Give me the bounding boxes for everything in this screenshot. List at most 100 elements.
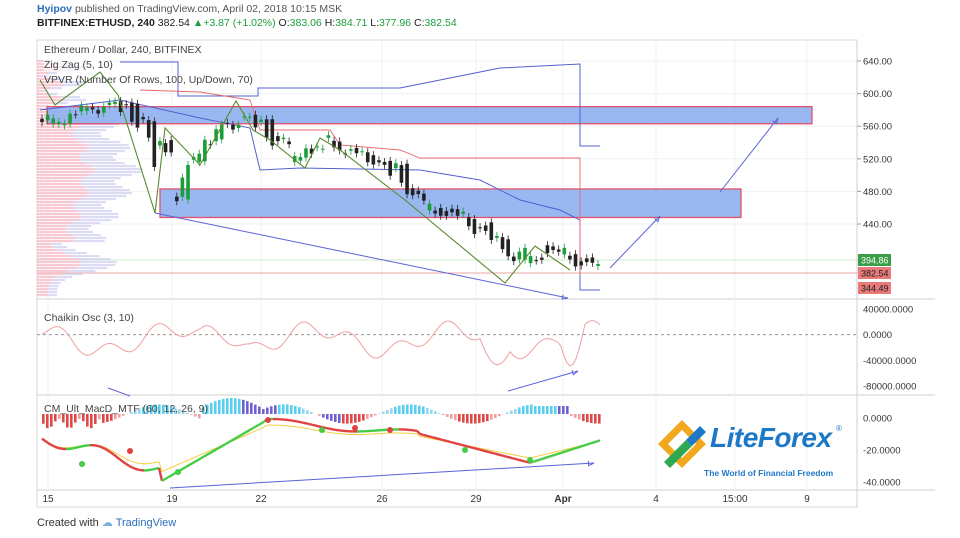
candle-body — [399, 165, 404, 183]
chaikin-y-tick: -80000.0000 — [863, 382, 916, 393]
price-tag — [858, 254, 891, 266]
price-change: +3.87 (+1.02%) — [203, 17, 276, 29]
footer: Created with ☁ TradingView — [37, 516, 176, 529]
macd-hist-bar — [578, 414, 581, 420]
macd-line-seg — [212, 448, 217, 453]
candle-body — [124, 104, 129, 106]
macd-hist-bar — [182, 410, 185, 414]
macd-line-seg — [50, 443, 55, 448]
macd-label[interactable]: CM_Ult_MacD_MTF (60, 12, 26, 9) — [44, 403, 208, 415]
macd-hist-bar — [174, 407, 177, 414]
candle-body — [292, 155, 297, 163]
macd-line-seg — [524, 460, 529, 464]
macd-line-seg — [512, 457, 517, 461]
candle-body — [534, 260, 539, 262]
price-tag-label: 382.54 — [861, 269, 889, 279]
candle-body — [51, 118, 56, 124]
vp-bar-down — [82, 141, 121, 144]
macd-line-seg — [116, 456, 121, 461]
candle-body — [495, 235, 499, 238]
vp-bar-down — [72, 135, 102, 138]
vp-bar-up — [37, 108, 46, 111]
vp-bar-up — [37, 138, 77, 141]
macd-hist-bar — [226, 398, 229, 414]
macd-line-seg — [434, 436, 439, 440]
candle-body — [472, 219, 477, 234]
vp-bar-down — [74, 240, 105, 243]
macd-line-seg — [305, 422, 310, 426]
candle-body — [590, 257, 595, 263]
macd-hist-bar — [166, 405, 169, 414]
zigzag-label[interactable]: Zig Zag (5, 10) — [44, 59, 113, 71]
macd-hist-bar — [386, 409, 389, 414]
chaikin-label[interactable]: Chaikin Osc (3, 10) — [44, 312, 134, 324]
macd-hist-bar — [222, 398, 225, 414]
macd-hist-bar — [106, 414, 109, 422]
candle-body — [57, 121, 61, 125]
vp-bar-down — [62, 84, 84, 87]
vp-bar-down — [51, 78, 63, 81]
candle-body — [596, 264, 600, 266]
macd-line-seg — [128, 464, 133, 469]
vpvr-label[interactable]: VPVR (Number Of Rows, 100, Up/Down, 70) — [44, 74, 253, 86]
tradingview-link[interactable]: TradingView — [115, 517, 177, 529]
macd-line-seg — [302, 421, 307, 425]
vp-bar-up — [37, 105, 44, 108]
macd-line-seg — [41, 437, 46, 442]
macd-line-seg — [590, 441, 595, 445]
macd-line-seg — [95, 444, 100, 448]
vp-bar-up — [37, 183, 81, 186]
macd-line-seg — [242, 431, 247, 435]
macd-line-seg — [191, 460, 196, 465]
vp-bar-down — [81, 216, 119, 219]
vp-bar-down — [88, 189, 130, 192]
macd-line-seg — [329, 427, 334, 431]
vp-bar-down — [66, 225, 92, 228]
vp-bar-up — [37, 96, 61, 99]
macd-hist-bar — [474, 414, 477, 424]
vp-bar-up — [37, 255, 72, 258]
candle-body — [225, 122, 230, 125]
vp-bar-down — [86, 195, 127, 198]
vp-bar-up — [37, 258, 78, 261]
macd-hist-bar — [218, 399, 221, 414]
candle-body — [197, 153, 202, 162]
candle-body — [242, 116, 246, 118]
candle-body — [321, 148, 325, 150]
candle-body — [573, 254, 578, 267]
macd-hist-bar — [250, 402, 253, 414]
macd-hist-bar — [86, 414, 89, 427]
tradingview-cloud-icon[interactable]: ☁ — [101, 517, 113, 529]
macd-line-seg — [500, 454, 505, 458]
macd-hist-bar — [558, 406, 561, 414]
vp-bar-up — [37, 165, 92, 168]
macd-cross-dot — [79, 461, 85, 467]
macd-line-seg — [458, 443, 463, 447]
candle-body — [489, 222, 494, 240]
macd-hist-bar — [62, 414, 65, 423]
candle-body — [511, 256, 516, 262]
logo-name: LiteForex — [710, 422, 832, 453]
macd-line-seg — [488, 450, 493, 455]
candle-body — [208, 144, 213, 146]
candle-body — [203, 139, 207, 162]
vp-bar-up — [37, 249, 59, 252]
candle-body — [107, 102, 112, 105]
macd-hist-bar — [330, 414, 333, 421]
macd-line-seg — [521, 459, 526, 463]
y-tick-label: 640.00 — [863, 57, 892, 68]
vp-bar-up — [37, 264, 81, 267]
macd-hist-bar — [138, 408, 141, 414]
macd-hist-bar — [150, 404, 153, 414]
candle-body — [68, 113, 72, 124]
author-name[interactable]: Hyipov — [37, 3, 73, 15]
chaikin-short-line — [107, 387, 131, 397]
macd-hist-bar — [322, 414, 325, 418]
candle-body — [62, 123, 67, 126]
macd-hist-bar — [414, 404, 417, 414]
main-divergence-line — [154, 212, 569, 299]
vp-bar-up — [37, 279, 53, 282]
macd-hist-bar — [262, 409, 265, 414]
candle-body — [40, 118, 44, 123]
